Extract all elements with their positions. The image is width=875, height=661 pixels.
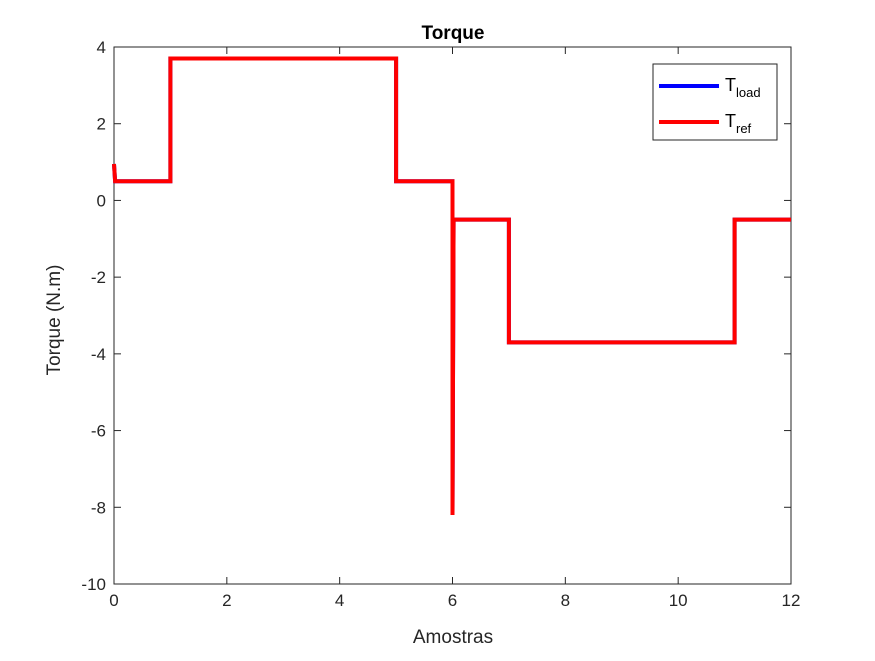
x-axis-label: Amostras xyxy=(413,627,493,648)
series-line-ref xyxy=(112,56,791,516)
y-axis-label: Torque (N.m) xyxy=(44,265,65,376)
x-tick-label: 0 xyxy=(109,591,118,610)
y-tick-label: -2 xyxy=(91,268,106,287)
y-tick-label: 0 xyxy=(97,191,106,210)
legend-entry-load: Tload xyxy=(725,75,761,100)
x-tick-label: 6 xyxy=(448,591,457,610)
y-tick-label: -6 xyxy=(91,422,106,441)
y-tick-label: 2 xyxy=(97,115,106,134)
series-layer xyxy=(112,56,791,516)
legend-label-sub: ref xyxy=(736,121,752,136)
x-axis-ticks: 0 2 4 6 8 10 12 xyxy=(109,47,800,610)
x-tick-label: 12 xyxy=(782,591,801,610)
y-tick-label: -10 xyxy=(81,575,106,594)
legend-label-main: T xyxy=(725,75,736,95)
y-axis-ticks: 4 2 0 -2 -4 -6 -8 -10 xyxy=(81,38,791,594)
legend-label-main: T xyxy=(725,111,736,131)
y-tick-label: -4 xyxy=(91,345,106,364)
legend-box xyxy=(652,63,778,141)
y-tick-label: -8 xyxy=(91,498,106,517)
x-tick-label: 4 xyxy=(335,591,344,610)
x-tick-label: 2 xyxy=(222,591,231,610)
x-tick-label: 8 xyxy=(561,591,570,610)
legend-entry-ref: Tref xyxy=(725,111,752,136)
chart-title: Torque xyxy=(422,23,485,44)
x-tick-label: 10 xyxy=(669,591,688,610)
y-tick-label: 4 xyxy=(97,38,106,57)
legend-label-sub: load xyxy=(736,85,761,100)
